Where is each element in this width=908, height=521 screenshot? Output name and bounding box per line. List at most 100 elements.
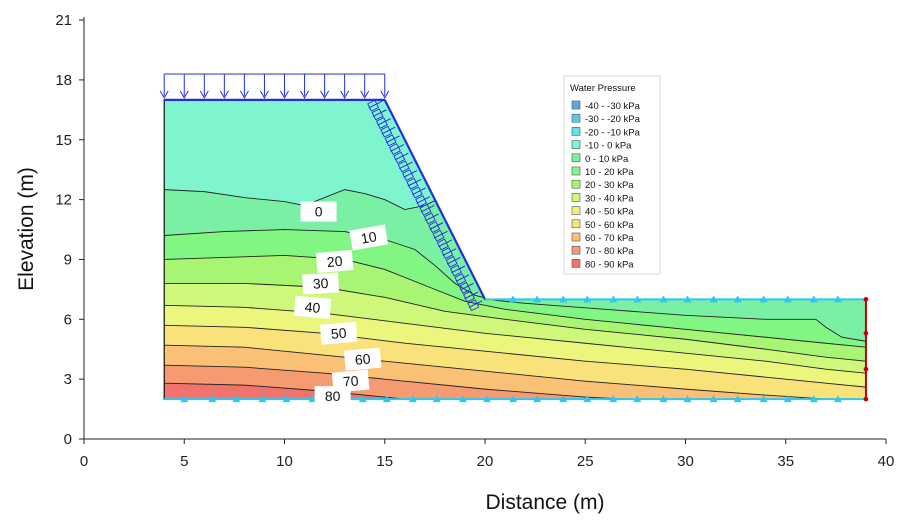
x-tick-label: 10 [276,453,293,470]
contour-label: 30 [302,272,340,295]
bottom-node [783,395,792,403]
bottom-node [232,395,241,403]
slope-load-arrow [455,274,470,282]
bottom-node [683,395,692,403]
contour-label-text: 10 [360,228,378,246]
contour-line-60 [164,344,826,400]
slope-load-arrow [372,109,387,118]
x-axis-title: Distance (m) [485,491,604,514]
bottom-node [659,395,668,403]
bottom-node [509,395,518,403]
legend-swatch [571,245,581,255]
slope-load-marker [436,238,449,251]
toe-node [833,295,842,303]
contour-label-box [293,295,332,319]
contour-line-20 [164,255,866,348]
slope-load-line [383,99,486,300]
crest-load-arrowhead [340,90,350,99]
contour-line-50 [164,324,866,388]
contour-label-box [300,201,337,222]
contour-label: 50 [319,321,358,345]
slope-load-marker [406,177,419,190]
x-tick-label: 40 [878,453,895,470]
contour-label: 60 [343,347,382,371]
legend-item-label: 10 - 20 kPa [585,167,634,178]
slope-load-arrow [390,144,405,152]
contour-label: 0 [300,201,337,222]
slope-load-arrow [407,178,422,187]
contour-line-70 [164,364,626,400]
bottom-node [633,395,642,403]
legend: Water Pressure -40 - -30 kPa -30 - -20 kP… [563,75,661,275]
contour-label-box [319,321,358,345]
slope-load-marker [375,117,388,130]
y-axis-title: Elevation (m) [15,167,38,291]
toe-node [633,295,642,303]
legend-swatch [571,219,581,229]
legend-item-label: 40 - 50 kPa [585,207,634,218]
legend-swatch [571,113,581,123]
x-tick-label: 30 [677,453,694,470]
legend-swatch [571,100,581,110]
contour-label-box [349,224,389,251]
crest-load-arrowhead [239,90,249,99]
legend-swatch [571,127,581,136]
bottom-node [583,395,592,403]
slope-load-arrow [420,204,435,213]
y-tick-label: 15 [55,132,72,149]
bottom-node [308,395,317,403]
x-tick-label: 20 [477,453,494,470]
legend-item-label: 20 - 30 kPa [585,180,634,191]
contour-label-box [343,347,382,371]
crest-load-arrowhead [320,90,330,99]
contour-label-box [302,272,340,295]
contour-label: 20 [315,249,354,273]
crest-load-arrowhead [300,90,309,99]
contour-line-40 [164,304,866,374]
boundary-conditions [159,73,869,403]
slope-load-arrow [398,161,413,170]
slope-load-arrow [368,100,383,109]
slope-load-arrow [385,135,400,144]
y-tick-label: 0 [64,431,72,448]
contour-label-box [315,249,354,273]
bottom-node [180,395,189,403]
crest-load-arrowhead [159,90,169,99]
legend-item-label: -10 - 0 kPa [585,141,632,152]
legend-swatch [571,179,581,189]
slope-load-marker [388,143,401,156]
contour-label-text: 0 [315,204,323,220]
pressure-bands [164,99,866,400]
slope-load-arrow [433,230,448,239]
legend-swatch [571,193,581,202]
slope-load-marker [371,108,384,121]
legend-swatch [571,166,581,176]
slope-load-arrow [377,118,392,126]
legend-item-label: -30 - -20 kPa [585,114,641,125]
slope-load-marker [467,299,480,312]
slope-load-marker [432,229,445,242]
crest-load-arrowhead [260,90,269,99]
bottom-node [809,395,818,403]
crest-load-arrowhead [380,90,390,99]
legend-swatch [571,140,581,149]
slope-load-arrow [425,213,439,222]
slope-load-marker [423,212,436,225]
slope-load-marker [397,160,410,173]
crest-load-arrowhead [219,90,229,99]
legend-item-label: 70 - 80 kPa [585,246,634,257]
right-node [863,366,869,372]
toe-node [559,295,568,303]
slope-load-arrow [442,248,457,256]
contour-label-text: 70 [342,372,359,389]
toe-node [809,295,818,303]
slope-load-marker [410,186,423,199]
bottom-node [358,395,367,403]
legend-item-label: 0 - 10 kPa [585,154,629,165]
bottom-node [609,395,618,403]
bottom-node [533,395,542,403]
slope-load-marker [384,134,397,147]
slope-load-arrow [451,265,466,274]
toe-node [709,295,718,303]
crest-load-arrowhead [360,90,370,99]
